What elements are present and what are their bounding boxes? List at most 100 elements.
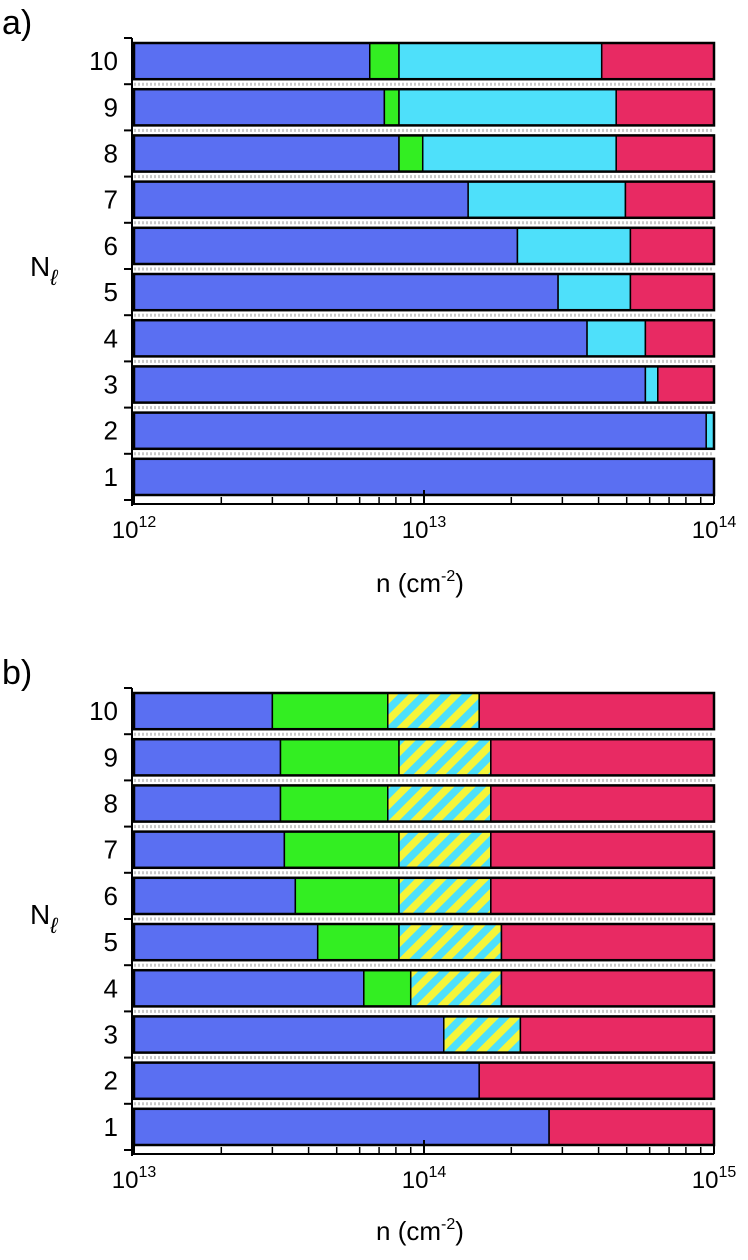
bar-segment-row-10-green: [271, 692, 389, 730]
row-label-6: 6: [104, 881, 118, 911]
bar-segment-row-10-hatch: [387, 692, 480, 730]
bar-outline-row-10: [132, 41, 716, 81]
bar-segment-row-9-red: [490, 738, 715, 777]
x-tick-base: 10: [692, 1167, 719, 1194]
row-label-8: 8: [104, 789, 118, 819]
row-label-2: 2: [104, 416, 118, 446]
bar-segment-row-2-blue: [133, 1061, 480, 1100]
x-tick-exponent: 12: [138, 514, 156, 531]
bar-segment-row-4-blue: [133, 319, 588, 358]
bar-segment-row-10-cyan: [398, 42, 603, 80]
bar-outline-row-3: [132, 365, 716, 404]
bar-segment-row-9-blue: [133, 738, 282, 777]
y-axis-label: Nℓ: [30, 251, 58, 290]
bar-segment-row-6-red: [629, 227, 715, 265]
y-axis-label-text: N: [30, 251, 50, 282]
bar-segment-row-4-green: [363, 969, 412, 1008]
row-label-1: 1: [104, 1112, 118, 1142]
x-tick-base: 10: [692, 517, 719, 544]
bar-segment-row-3-red: [657, 365, 715, 404]
bar-segment-row-5-blue: [133, 273, 559, 311]
row-label-4: 4: [104, 973, 118, 1003]
row-label-7: 7: [104, 185, 118, 215]
x-tick-exponent: 14: [428, 1164, 446, 1181]
bar-segment-row-6-green: [294, 877, 400, 915]
bar-segment-row-9-cyan: [398, 88, 617, 127]
row-label-4: 4: [104, 323, 118, 353]
x-tick-exponent: 13: [138, 1164, 156, 1181]
bar-segment-row-2-red: [478, 1061, 715, 1100]
bar-segment-row-5-blue: [133, 923, 319, 961]
bar-segment-row-4-blue: [133, 969, 365, 1008]
bar-outline-row-5: [132, 922, 716, 962]
bar-segment-row-10-blue: [133, 692, 274, 730]
bar-segment-row-7-cyan: [467, 180, 627, 219]
bar-outline-row-9: [132, 87, 716, 127]
bar-segment-row-1-blue: [133, 1108, 550, 1146]
x-tick-label: 1015: [692, 1164, 737, 1194]
bar-segment-row-6-hatch: [398, 877, 492, 915]
bar-segment-row-2-blue: [133, 411, 707, 450]
bar-outline-row-6: [132, 876, 716, 916]
panel-label: a): [2, 4, 32, 42]
bar-segment-row-3-blue: [133, 1015, 445, 1054]
x-axis-label-text: n (cm: [376, 1216, 441, 1246]
row-label-7: 7: [104, 835, 118, 865]
bar-outline-row-2: [132, 411, 716, 451]
x-tick-base: 10: [402, 517, 429, 544]
row-label-10: 10: [89, 46, 118, 76]
bar-segment-row-8-green: [398, 134, 424, 173]
x-tick-label: 1013: [402, 514, 447, 544]
bar-segment-row-9-red: [615, 88, 715, 127]
x-tick-exponent: 15: [718, 1164, 736, 1181]
bar-segment-row-9-blue: [133, 88, 386, 127]
bar-segment-row-8-green: [279, 784, 389, 823]
bar-segment-row-9-green: [383, 88, 400, 127]
y-axis-label-text: N: [30, 899, 50, 930]
bar-segment-row-7-red: [490, 830, 715, 869]
y-axis-label: Nℓ: [30, 899, 58, 938]
bar-segment-row-6-cyan: [516, 227, 632, 265]
row-label-8: 8: [104, 139, 118, 169]
x-axis-label: n (cm-2): [376, 568, 464, 598]
row-label-9: 9: [104, 742, 118, 772]
row-label-9: 9: [104, 92, 118, 122]
row-label-3: 3: [104, 1020, 118, 1050]
bar-segment-row-1-red: [548, 1108, 715, 1146]
bar-segment-row-8-red: [615, 134, 715, 173]
bar-outline-row-5: [132, 272, 716, 312]
row-label-2: 2: [104, 1066, 118, 1096]
bar-segment-row-5-red: [500, 923, 715, 961]
row-label-10: 10: [89, 696, 118, 726]
bar-segment-row-4-red: [500, 969, 715, 1008]
bar-segment-row-5-cyan: [557, 273, 632, 311]
bar-segment-row-8-red: [490, 784, 715, 823]
bar-segment-row-7-red: [624, 180, 715, 219]
bar-segment-row-8-blue: [133, 784, 282, 823]
x-tick-exponent: 14: [718, 514, 736, 531]
bar-segment-row-8-blue: [133, 134, 400, 173]
x-axis-label-end: ): [455, 1216, 464, 1246]
bar-segment-row-10-blue: [133, 42, 371, 80]
bar-segment-row-4-cyan: [586, 319, 647, 358]
bar-segment-row-8-hatch: [387, 784, 492, 823]
bar-segment-row-3-red: [519, 1015, 715, 1054]
x-axis-label-text: n (cm: [376, 568, 441, 598]
bar-segment-row-3-blue: [133, 365, 647, 404]
y-axis-label-sub: ℓ: [49, 913, 58, 938]
bar-segment-row-5-green: [316, 923, 400, 961]
bar-segment-row-10-red: [478, 692, 715, 730]
y-axis-label-sub: ℓ: [49, 265, 58, 290]
bar-segment-row-5-hatch: [398, 923, 503, 961]
bar-segment-row-5-red: [629, 273, 715, 311]
bar-segment-row-10-red: [600, 42, 715, 80]
bar-outline-row-6: [132, 226, 716, 266]
bar-segment-row-7-green: [283, 830, 400, 869]
bar-outline-row-8: [132, 784, 716, 823]
row-label-5: 5: [104, 927, 118, 957]
x-tick-base: 10: [112, 517, 139, 544]
x-axis-label: n (cm-2): [376, 1216, 464, 1246]
row-label-6: 6: [104, 231, 118, 261]
